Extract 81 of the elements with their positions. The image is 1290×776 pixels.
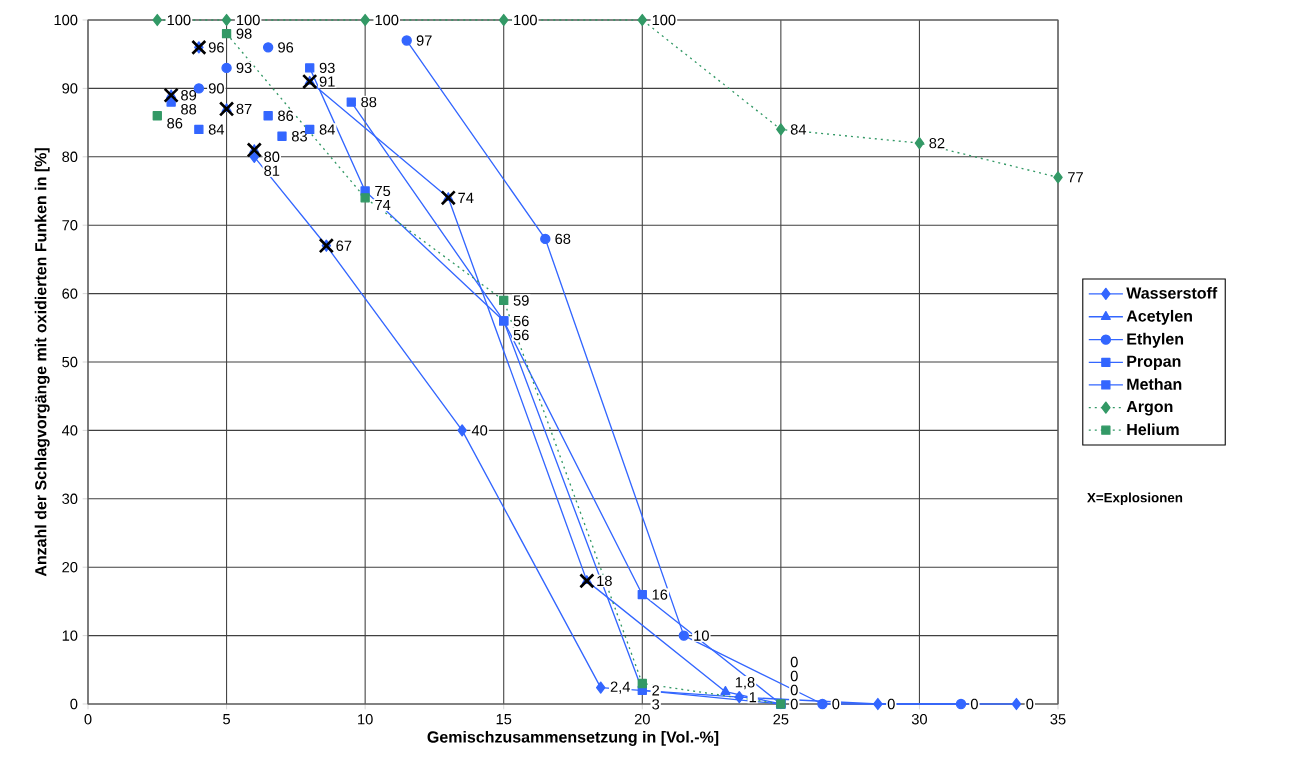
data-label: 74 (375, 199, 391, 211)
data-label: 3 (652, 699, 660, 710)
data-label: 1,8 (735, 677, 755, 690)
legend-label: Argon (1126, 401, 1173, 416)
data-label: 0 (790, 684, 798, 696)
data-label: 0 (790, 670, 798, 682)
data-label: 88 (361, 96, 377, 108)
data-label: 100 (375, 14, 399, 26)
x-tick-label: 15 (496, 714, 512, 725)
data-label: 84 (790, 124, 807, 135)
data-label: 87 (236, 103, 252, 115)
legend-label: Acetylen (1126, 309, 1192, 325)
x-tick-label: 5 (223, 714, 231, 725)
data-label: 86 (278, 110, 294, 121)
data-label: 56 (513, 329, 529, 341)
data-label: 2,4 (610, 681, 630, 694)
data-label: 80 (264, 151, 280, 162)
data-label: 67 (336, 240, 352, 251)
data-label: 40 (471, 425, 488, 436)
y-tick-label: 10 (62, 630, 78, 641)
data-label: 2 (652, 685, 660, 696)
x-tick-label: 35 (1050, 714, 1066, 725)
data-label: 1 (749, 692, 757, 703)
data-label: 82 (929, 137, 945, 149)
y-tick-label: 50 (62, 356, 78, 368)
data-label: 93 (319, 62, 335, 74)
legend-label: Ethylen (1127, 332, 1184, 348)
data-label: 0 (970, 698, 978, 710)
x-tick-label: 30 (911, 714, 927, 725)
data-label: 81 (264, 165, 280, 176)
data-label: 89 (181, 90, 197, 101)
data-label: 74 (458, 192, 474, 203)
data-label: 56 (513, 315, 529, 327)
data-label: 10 (694, 630, 709, 641)
data-label: 0 (832, 698, 840, 710)
data-label: 86 (167, 118, 183, 129)
data-label: 98 (236, 28, 252, 39)
data-label: 0 (790, 656, 798, 668)
data-label: 59 (513, 295, 529, 306)
data-label: 93 (236, 62, 252, 74)
y-tick-label: 40 (61, 425, 78, 436)
legend-label: Wasserstoff (1126, 287, 1218, 299)
y-tick-label: 100 (54, 14, 78, 26)
data-label: 0 (887, 698, 895, 710)
data-label: 83 (291, 131, 307, 142)
data-label: 100 (514, 14, 537, 26)
legend-label: Helium (1127, 423, 1179, 436)
data-label: 0 (1026, 698, 1034, 710)
data-label: 100 (167, 14, 191, 26)
data-label: 16 (652, 589, 668, 600)
data-label: 84 (208, 124, 225, 135)
data-label: 0 (790, 698, 798, 710)
text: X=Explosionen (1087, 492, 1183, 505)
x-tick-label: 20 (634, 714, 650, 725)
x-axis-title: Gemischzusammensetzung in [Vol.-%] (427, 730, 719, 746)
y-tick-label: 20 (62, 562, 78, 573)
data-label: 96 (208, 42, 224, 53)
x-tick-label: 0 (84, 714, 92, 725)
data-label: 100 (652, 14, 676, 26)
y-tick-label: 90 (62, 83, 78, 94)
data-label: 97 (416, 35, 432, 46)
y-tick-label: 60 (62, 288, 78, 299)
legend-label: Propan (1127, 355, 1181, 371)
x-tick-label: 10 (358, 714, 373, 725)
data-label: 91 (319, 76, 335, 87)
data-label: 18 (597, 575, 612, 587)
data-label: 84 (319, 124, 335, 135)
y-tick-label: 30 (62, 493, 78, 504)
data-label: 100 (237, 14, 260, 26)
legend-label: Methan (1127, 378, 1182, 390)
data-label: 75 (375, 185, 391, 197)
data-label: 90 (208, 83, 224, 94)
x-tick-label: 25 (773, 714, 789, 725)
y-tick-label: 0 (70, 698, 78, 710)
y-axis-title: Anzahl der Schlagvorgänge mit oxidierten Funken in [%] (34, 148, 50, 577)
data-label: 88 (181, 104, 197, 115)
y-tick-label: 80 (62, 151, 78, 162)
data-label: 68 (555, 233, 571, 245)
y-tick-label: 70 (62, 220, 78, 231)
data-label: 77 (1068, 172, 1083, 183)
data-label: 96 (278, 42, 294, 53)
